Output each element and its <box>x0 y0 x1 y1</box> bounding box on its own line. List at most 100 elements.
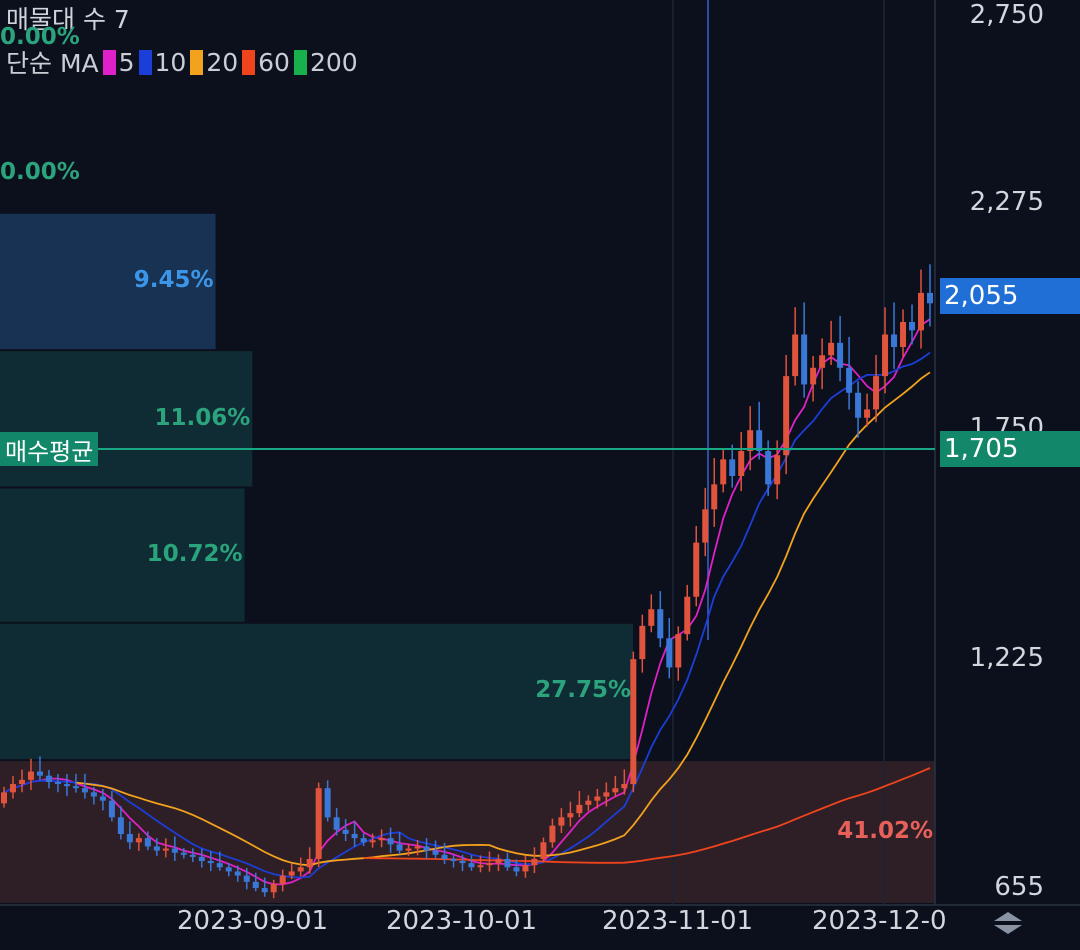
candle-body <box>783 376 790 456</box>
candle-body <box>432 850 439 855</box>
ma-type-label: 단순 MA <box>6 49 99 78</box>
candle-body <box>423 846 430 851</box>
candle-body <box>315 788 322 859</box>
ma-legend[interactable]: 단순 MA 5 10 20 60 200 <box>6 44 362 80</box>
volume-profile-percent: 41.02% <box>837 818 933 845</box>
y-tick-label: 2,750 <box>969 0 1044 30</box>
volume-profile-percent: 27.75% <box>535 677 631 704</box>
candle-body <box>855 392 862 418</box>
candle-body <box>702 509 709 543</box>
candle-body <box>873 376 880 410</box>
candle-body <box>819 355 826 368</box>
candle-body <box>234 871 241 876</box>
candle-body <box>801 334 808 385</box>
candle-body <box>792 334 799 377</box>
candle-body <box>738 451 745 477</box>
candle-body <box>441 854 448 859</box>
candle-body <box>99 796 106 801</box>
x-tick-label: 2023-11-01 <box>602 906 754 936</box>
candle-body <box>468 863 475 868</box>
candle-body <box>63 784 70 787</box>
candle-body <box>36 771 43 776</box>
volume-profile-bar <box>0 623 633 760</box>
candle-body <box>864 409 871 418</box>
candle-body <box>630 659 637 785</box>
volume-profile-bar <box>0 761 935 903</box>
candle-body <box>189 854 196 857</box>
candle-body <box>351 833 358 839</box>
candle-body <box>891 334 898 347</box>
candle-body <box>72 786 79 789</box>
ma-period-label: 5 <box>118 47 135 77</box>
volume-profile-percent: 0.00% <box>0 159 80 186</box>
candle-body <box>81 788 88 793</box>
candle-body <box>45 775 52 782</box>
ma-color-swatch <box>293 49 307 75</box>
candle-body <box>495 858 502 864</box>
candle-body <box>774 455 781 485</box>
candle-body <box>135 838 142 843</box>
candle-body <box>162 848 169 851</box>
candle-body <box>288 871 295 876</box>
y-tick-label: 1,225 <box>969 643 1044 673</box>
candle-body <box>639 625 646 660</box>
candle-body <box>666 638 673 668</box>
candle-body <box>540 842 547 859</box>
candle-body <box>648 609 655 626</box>
candle-body <box>387 838 394 845</box>
ma-legend-item[interactable]: 5 <box>102 47 135 77</box>
candle-body <box>549 825 556 843</box>
ma-legend-item[interactable]: 20 <box>190 48 238 77</box>
candle-body <box>369 840 376 843</box>
volume-profile-percent: 0.00% <box>0 23 80 50</box>
candle-body <box>18 779 25 785</box>
candle-body <box>243 875 250 882</box>
candle-body <box>225 867 232 872</box>
ma-line <box>363 767 931 864</box>
volume-profile-percent: 9.45% <box>133 267 214 294</box>
chevron-up-down-icon[interactable] <box>992 910 1024 936</box>
candle-body <box>360 838 367 843</box>
candle-body <box>909 322 916 331</box>
ma-legend-item[interactable]: 10 <box>138 47 187 77</box>
candlestick-layer <box>1 264 933 899</box>
candle-body <box>837 342 844 368</box>
ma-period-label: 10 <box>154 47 187 77</box>
current-price-badge: 2,055 <box>940 278 1080 314</box>
candle-body <box>900 322 907 347</box>
candle-body <box>765 451 772 485</box>
candle-body <box>729 459 736 477</box>
candle-body <box>270 883 277 893</box>
candle-body <box>90 792 97 797</box>
candle-body <box>333 817 340 830</box>
x-tick-label: 2023-10-01 <box>386 906 538 936</box>
candle-body <box>297 867 304 872</box>
candle-body <box>531 858 538 866</box>
candle-body <box>621 784 628 789</box>
chart-title: 매물대 수 7 <box>6 5 130 34</box>
ma-legend-item[interactable]: 60 <box>242 48 290 77</box>
y-tick-label: 2,275 <box>969 187 1044 217</box>
average-price-tag: 매수평균 <box>0 432 99 466</box>
candle-body <box>27 771 34 780</box>
candle-body <box>54 781 61 785</box>
ma-legend-item[interactable]: 200 <box>293 48 358 77</box>
candle-body <box>279 875 286 884</box>
candle-body <box>684 596 691 635</box>
candle-body <box>414 846 421 849</box>
candle-body <box>711 484 718 510</box>
candle-body <box>693 542 700 597</box>
y-tick-label: 655 <box>994 872 1044 902</box>
candle-body <box>216 863 223 868</box>
candle-body <box>756 430 763 452</box>
candle-body <box>477 865 484 868</box>
candle-body <box>459 861 466 864</box>
candle-body <box>576 804 583 814</box>
candle-body <box>504 858 511 868</box>
candle-body <box>153 846 160 851</box>
volume-profile-percent: 11.06% <box>154 404 251 431</box>
candle-body <box>261 888 268 893</box>
candle-body <box>585 800 592 805</box>
candle-body <box>657 609 664 639</box>
